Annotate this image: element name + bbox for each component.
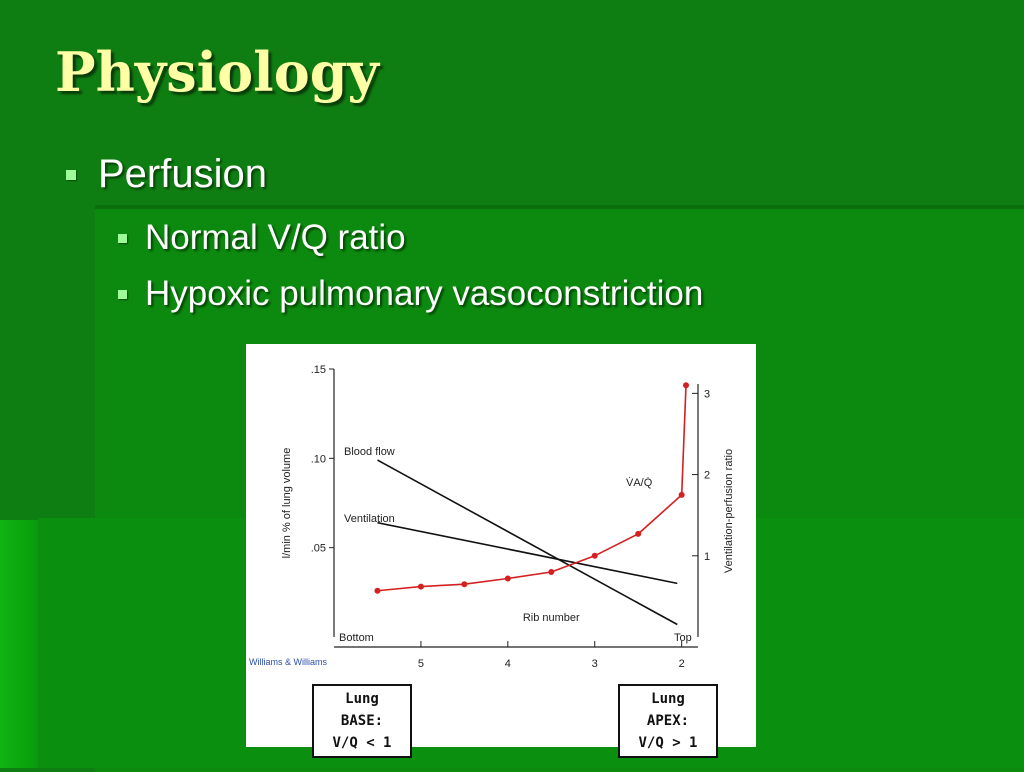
series-point (591, 552, 598, 559)
y2-axis-label: Ventilation-perfusion ratio (723, 449, 735, 573)
bullet-square-icon (118, 233, 127, 243)
series-label-vq: V̇A/Q̇ (626, 476, 653, 489)
y2-tick-label: 2 (704, 470, 710, 482)
y-tick-label: .15 (311, 364, 326, 376)
lung-base-box: Lung BASE: V/Q < 1 (312, 684, 412, 758)
lung-apex-line2: V/Q > 1 (638, 735, 698, 751)
x-axis-label: Rib number (523, 612, 580, 624)
series-point (548, 569, 555, 576)
chart-marks (374, 382, 689, 626)
bullet-text: Perfusion (98, 152, 267, 196)
bullet-item-hypoxic: Hypoxic pulmonary vasoconstriction (118, 274, 703, 314)
bullet-text: Hypoxic pulmonary vasoconstriction (145, 274, 704, 313)
lung-apex-box: Lung APEX: V/Q > 1 (618, 684, 718, 758)
y-tick-label: .10 (311, 453, 326, 465)
series-label-blood-flow: Blood flow (344, 446, 395, 458)
series-point (461, 581, 468, 588)
bullet-item-normal-vq: Normal V/Q ratio (118, 218, 406, 258)
vq-chart: .05 .10 .15 1 2 3 5 4 3 2 Bottom Top Rib number l/min… (249, 364, 735, 670)
slide-title: Physiology (55, 40, 379, 104)
lung-apex-line1: Lung APEX: (646, 691, 690, 729)
background-accent (0, 520, 38, 768)
x-tick-label: 3 (592, 658, 598, 670)
series-point (635, 530, 642, 537)
x-tick-label: 2 (679, 658, 685, 670)
chart-axes (329, 368, 699, 648)
lung-base-line2: V/Q < 1 (332, 735, 392, 751)
bullet-text: Normal V/Q ratio (145, 218, 406, 257)
vq-figure: .05 .10 .15 1 2 3 5 4 3 2 Bottom Top Rib number l/min… (246, 344, 756, 758)
series-line-1 (377, 521, 678, 585)
series-point (374, 587, 381, 594)
y2-tick-label: 3 (704, 388, 710, 400)
bullet-square-icon (66, 169, 76, 180)
y-axis-label: l/min % of lung volume (281, 448, 293, 559)
x-end-label-top: Top (674, 632, 692, 644)
series-point (683, 382, 689, 389)
series-line-0 (377, 459, 678, 626)
figure-credit: Williams & Williams (249, 657, 327, 667)
y-tick-label: .05 (311, 543, 326, 555)
lung-base-line1: Lung BASE: (340, 691, 384, 729)
x-tick-label: 5 (418, 658, 424, 670)
y2-tick-label: 1 (704, 551, 710, 563)
chart-labels: .05 .10 .15 1 2 3 5 4 3 2 Bottom Top Rib number l/min… (249, 364, 735, 670)
bullet-item-perfusion: Perfusion (66, 152, 267, 197)
series-label-ventilation: Ventilation (344, 513, 395, 525)
x-end-label-bottom: Bottom (339, 632, 374, 644)
bullet-square-icon (118, 289, 127, 299)
x-tick-label: 4 (505, 658, 511, 670)
series-point (504, 575, 511, 582)
series-point (417, 583, 424, 590)
series-point (678, 491, 685, 498)
